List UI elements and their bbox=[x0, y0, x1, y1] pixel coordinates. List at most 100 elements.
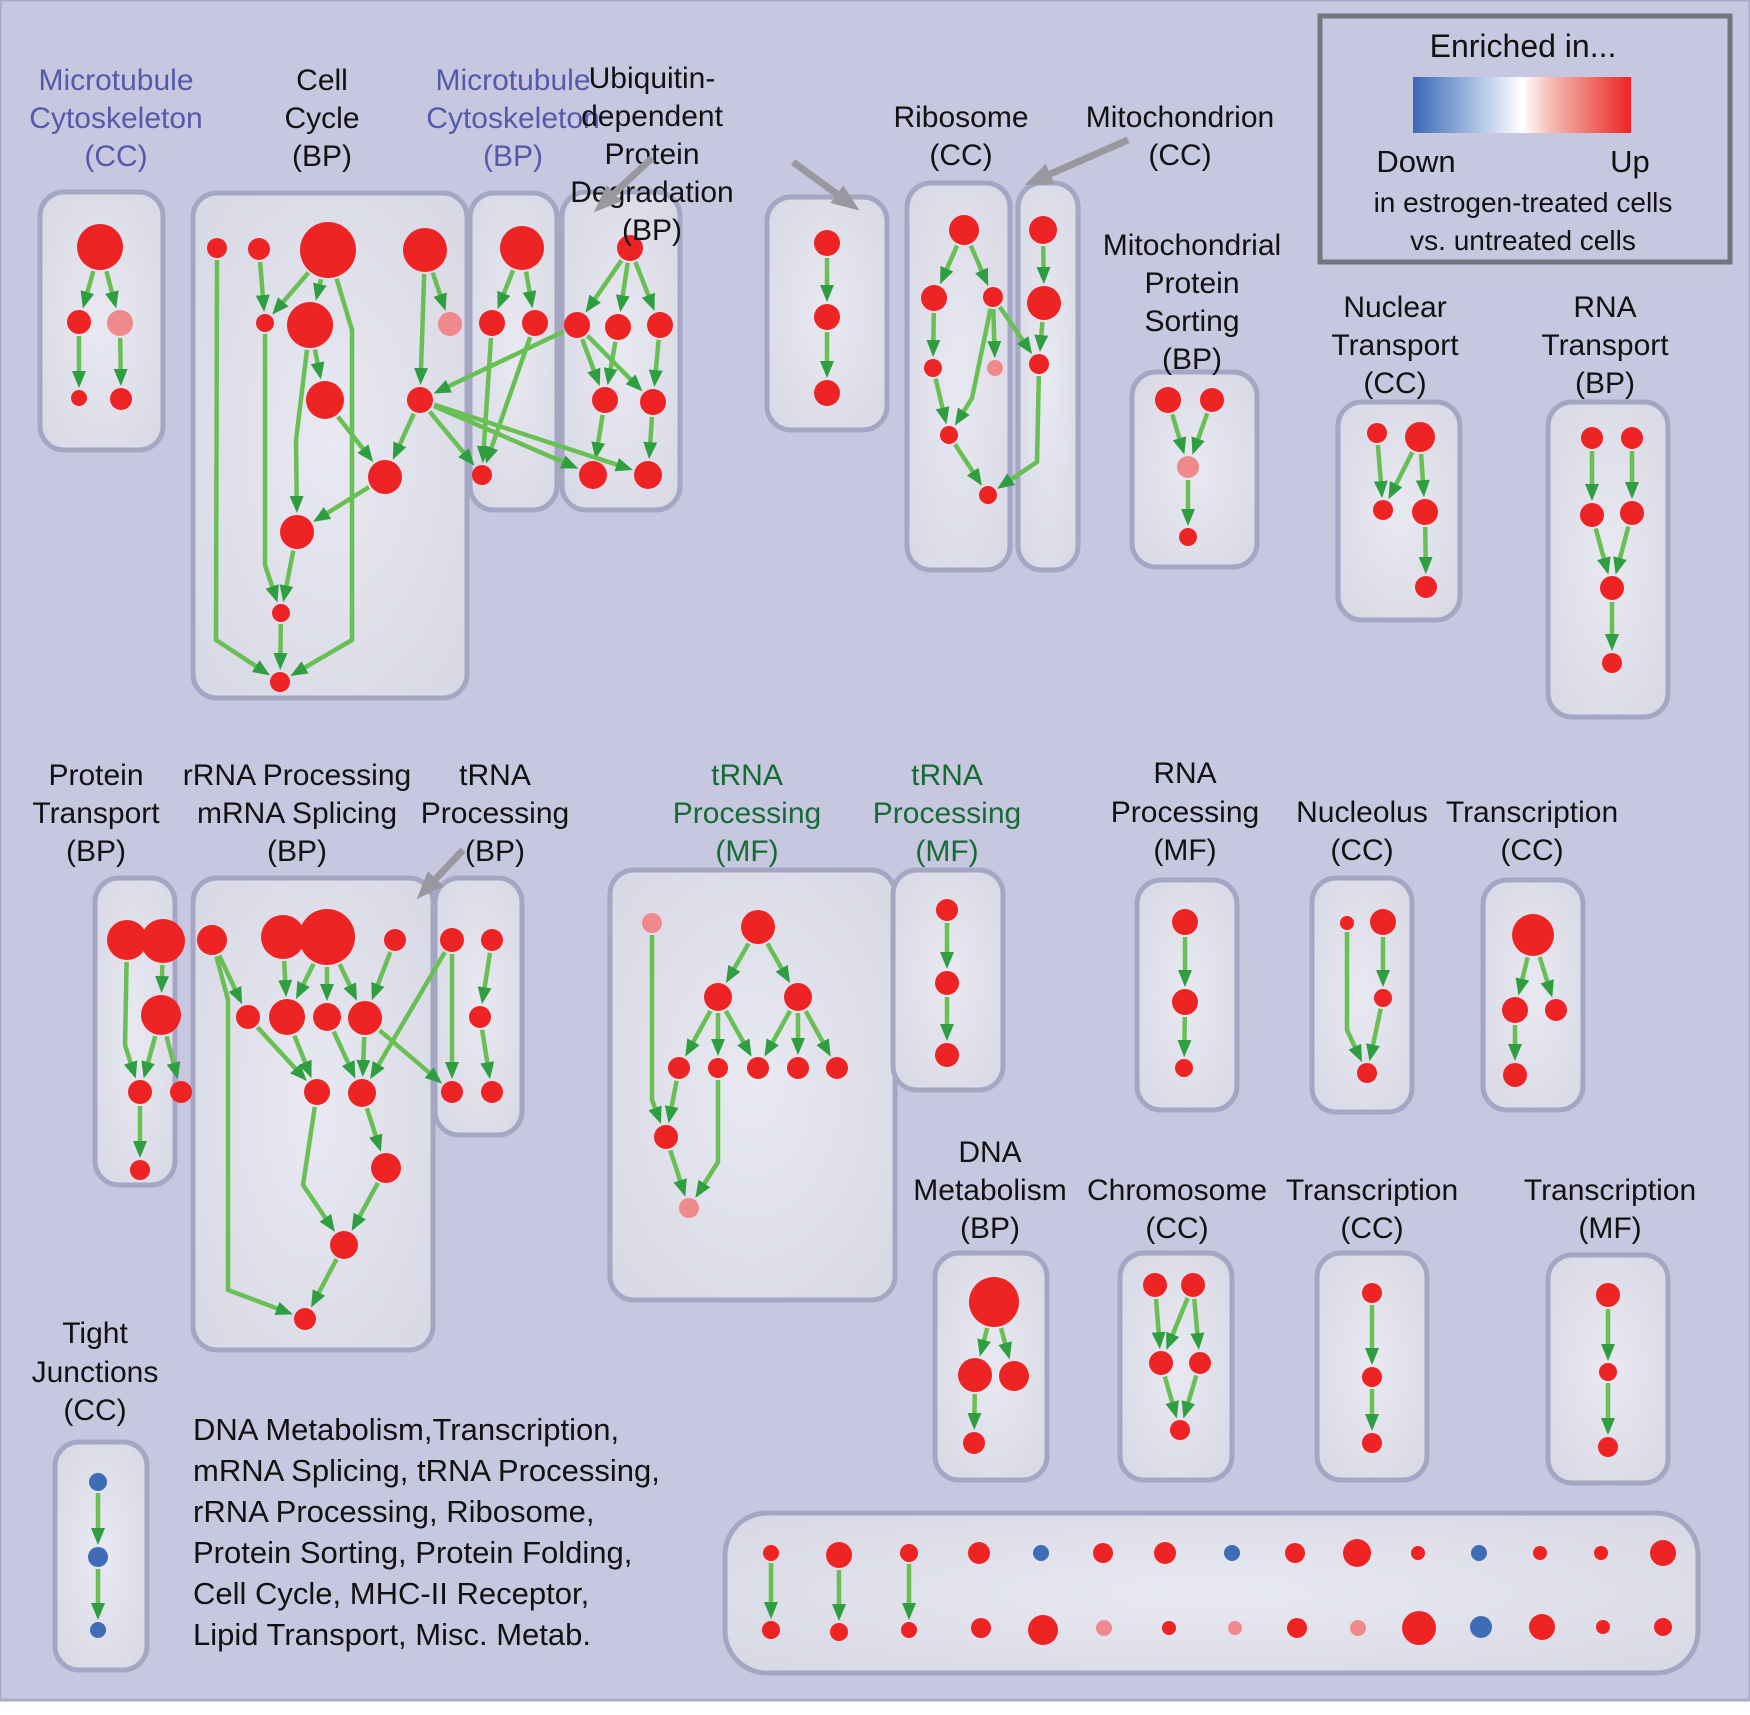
ubiquitin-bp-edge bbox=[648, 339, 663, 388]
rna-processing-mf-label: (MF) bbox=[1153, 834, 1216, 867]
legend-down-label: Down bbox=[1376, 144, 1455, 179]
cell-cycle-bp-edge bbox=[290, 278, 355, 676]
cell-cycle-bp-edge bbox=[272, 271, 311, 315]
misc-cluster-node bbox=[1224, 1545, 1240, 1561]
cell-cycle-bp-edge bbox=[289, 349, 310, 513]
ribosome-cc-node bbox=[949, 215, 979, 245]
ubiquitin-bp-edge bbox=[603, 341, 618, 386]
cross-edge bbox=[997, 305, 1033, 355]
dna-metabolism-bp-node bbox=[969, 1277, 1019, 1327]
dna-metabolism-bp-node bbox=[999, 1361, 1029, 1391]
tight-junctions-cc-label: (CC) bbox=[63, 1394, 126, 1427]
ubiquitin-bp-node bbox=[617, 235, 643, 261]
transcription-cc-bottom-box bbox=[1314, 1250, 1430, 1483]
misc-cluster-node bbox=[1093, 1543, 1113, 1563]
trna-processing-mf-large-edge bbox=[765, 942, 791, 984]
microtubule-cytoskeleton-cc-edge bbox=[113, 337, 128, 386]
trna-processing-mf-small-node bbox=[936, 899, 958, 921]
cell-cycle-bp-node bbox=[403, 228, 447, 272]
rrna-processing-mrna-splicing-bp-node bbox=[304, 1079, 330, 1105]
transcription-cc-mid-label: (CC) bbox=[1500, 834, 1563, 867]
cell-cycle-bp-edge bbox=[313, 485, 371, 522]
trna-processing-mf-large-edge bbox=[803, 1009, 831, 1057]
nuclear-transport-cc-node bbox=[1367, 423, 1387, 443]
trna-processing-mf-large-edge bbox=[764, 1009, 793, 1057]
rrna-processing-mrna-splicing-bp-node bbox=[269, 999, 305, 1035]
trna-processing-bp-node bbox=[481, 1081, 503, 1103]
rna-transport-bp-label: Transport bbox=[1541, 329, 1669, 362]
microtubule-cytoskeleton-bp-node bbox=[472, 465, 492, 485]
cell-cycle-bp-edge bbox=[262, 334, 279, 603]
mitochondrion-cc-label: Mitochondrion bbox=[1086, 101, 1274, 134]
cell-cycle-bp-node bbox=[270, 672, 290, 692]
ubiquitin-bp-label: Degradation bbox=[570, 176, 733, 209]
rrna-processing-mrna-splicing-bp-edge bbox=[311, 1258, 339, 1308]
cell-cycle-bp-edge bbox=[336, 415, 374, 463]
nucleolus-cc-edge bbox=[1366, 1008, 1383, 1062]
nuclear-transport-cc-node bbox=[1415, 576, 1437, 598]
mitochondrial-protein-sorting-bp-label: Sorting bbox=[1144, 305, 1239, 338]
misc-cluster-node bbox=[763, 1545, 779, 1561]
transcription-cc-mid-node bbox=[1503, 1063, 1527, 1087]
ubiquitin-bp-edge bbox=[591, 414, 606, 460]
pointer-arrow bbox=[416, 847, 466, 900]
rrna-processing-mrna-splicing-bp-node bbox=[261, 915, 305, 959]
misc-cluster-node bbox=[1533, 1546, 1547, 1560]
ribosome-cc-label: Ribosome bbox=[893, 101, 1028, 134]
trna-processing-mf-large-edge bbox=[668, 1149, 687, 1197]
misc-caption-line: Lipid Transport, Misc. Metab. bbox=[193, 1617, 591, 1652]
misc-caption-line: Protein Sorting, Protein Folding, bbox=[193, 1535, 632, 1570]
transcription-cc-mid-node bbox=[1545, 999, 1567, 1021]
trna-processing-mf-large-node bbox=[784, 983, 812, 1011]
rrna-processing-mrna-splicing-bp-edge bbox=[351, 1181, 380, 1231]
cell-cycle-bp-edge bbox=[313, 278, 327, 301]
rna-transport-bp-node bbox=[1600, 576, 1624, 600]
misc-cluster-node bbox=[971, 1618, 991, 1638]
nuclear-transport-cc-node bbox=[1412, 499, 1438, 525]
protein-transport-bp-edge bbox=[155, 964, 170, 993]
ribosome-cc-edge bbox=[968, 244, 989, 287]
ubiquitin-bp-node bbox=[605, 314, 631, 340]
protein-transport-bp-node bbox=[141, 919, 185, 963]
nuclear-transport-cc-edge bbox=[1415, 453, 1430, 498]
rrna-processing-mrna-splicing-bp-node bbox=[348, 1079, 376, 1107]
rrna-processing-mrna-splicing-bp-node bbox=[348, 1001, 382, 1035]
mitochondrion-cc-edge bbox=[1034, 321, 1049, 353]
rrna-processing-mrna-splicing-bp-edge bbox=[371, 951, 393, 1001]
misc-caption-line: mRNA Splicing, tRNA Processing, bbox=[193, 1453, 660, 1488]
rrna-processing-mrna-splicing-bp-edge bbox=[364, 1107, 383, 1152]
pointer-arrow bbox=[790, 159, 860, 211]
legend-subtitle-2: vs. untreated cells bbox=[1410, 225, 1636, 256]
misc-cluster-node bbox=[1411, 1546, 1425, 1560]
dna-metabolism-bp-node bbox=[963, 1432, 985, 1454]
rrna-processing-mrna-splicing-bp-node bbox=[371, 1153, 401, 1183]
ribosome-cc-node bbox=[921, 285, 947, 311]
trna-processing-mf-small-node bbox=[935, 1043, 959, 1067]
trna-processing-mf-large-edge bbox=[725, 942, 751, 984]
trna-processing-bp-label: tRNA bbox=[459, 759, 531, 792]
nucleolus-cc-label: (CC) bbox=[1330, 834, 1393, 867]
trna-processing-mf-large-label: tRNA bbox=[711, 759, 783, 792]
rrna-processing-mrna-splicing-bp-edge bbox=[337, 963, 357, 1001]
misc-cluster-node bbox=[762, 1621, 780, 1639]
microtubule-cytoskeleton-cc-node bbox=[107, 310, 133, 336]
chromosome-cc-edge bbox=[1190, 1298, 1205, 1351]
microtubule-cytoskeleton-bp-label: Cytoskeleton bbox=[426, 102, 599, 135]
misc-cluster-node bbox=[1033, 1545, 1049, 1561]
cell-cycle-bp-edge bbox=[414, 273, 429, 385]
trna-processing-mf-large-node bbox=[826, 1057, 848, 1079]
chromosome-cc-node bbox=[1143, 1273, 1167, 1297]
misc-cluster-caption: DNA Metabolism,Transcription, mRNA Splic… bbox=[193, 1412, 660, 1652]
rrna-processing-mrna-splicing-bp-edge bbox=[331, 1030, 356, 1079]
rrna-processing-mrna-splicing-bp-node bbox=[197, 925, 227, 955]
misc-cluster-node bbox=[1529, 1614, 1555, 1640]
trna-processing-mf-large-label: Processing bbox=[673, 797, 821, 830]
dna-metabolism-bp-box bbox=[932, 1250, 1050, 1483]
tight-junctions-cc-label: Junctions bbox=[32, 1356, 159, 1389]
rna-transport-bp-node bbox=[1620, 501, 1644, 525]
trna-processing-mf-large-node bbox=[741, 910, 775, 944]
misc-cluster-node bbox=[1028, 1615, 1058, 1645]
trna-processing-mf-large-edge bbox=[695, 1080, 721, 1198]
dna-metabolism-bp-label: Metabolism bbox=[913, 1174, 1066, 1207]
